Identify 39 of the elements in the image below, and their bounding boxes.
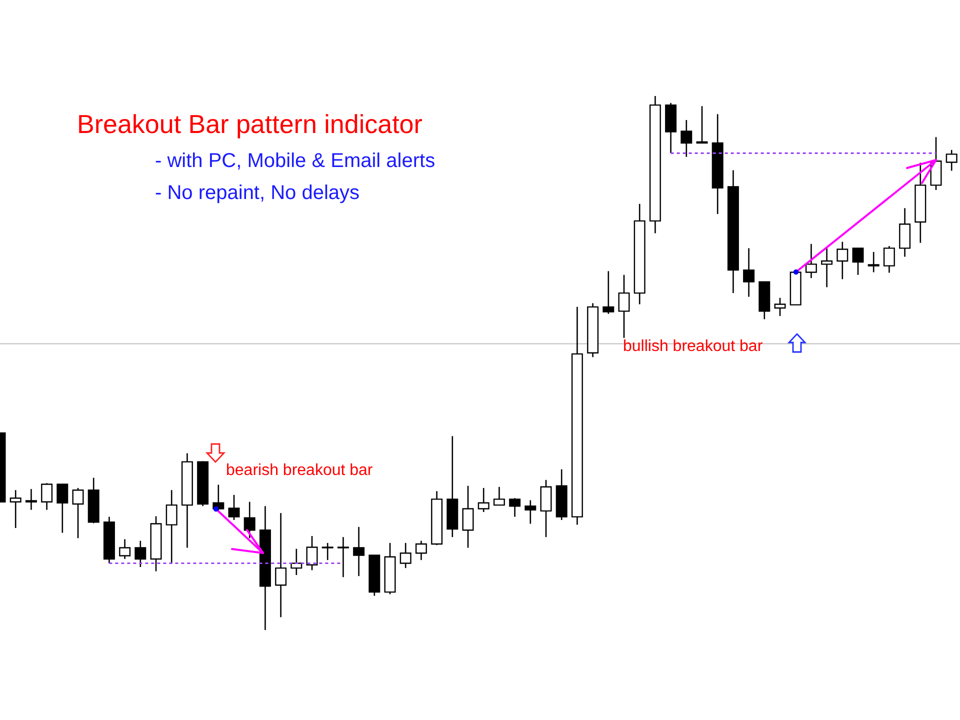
- candlestick: [353, 526, 365, 577]
- candlestick: [946, 149, 958, 172]
- candlestick: [462, 485, 474, 548]
- candlestick: [25, 488, 37, 510]
- candlestick: [275, 512, 287, 618]
- candlestick: [774, 297, 786, 317]
- candlestick: [883, 245, 895, 274]
- candlestick: [10, 489, 22, 529]
- candlestick: [852, 248, 864, 276]
- annotation: bullish breakout bar: [623, 338, 763, 356]
- candlestick: [509, 497, 521, 518]
- text: - with PC, Mobile & Email alerts - No repaint, No delays: [155, 149, 436, 206]
- candlestick: [166, 489, 178, 564]
- candlestick: [868, 251, 880, 273]
- candlestick: [134, 540, 146, 568]
- candlestick: [244, 501, 256, 539]
- annotation: bearish breakout bar: [226, 462, 373, 480]
- candlestick: [524, 500, 536, 524]
- candlestick: [228, 494, 240, 521]
- candlestick: [415, 540, 427, 561]
- candlestick: [119, 538, 131, 560]
- text: Breakout Bar pattern indicator: [77, 109, 422, 139]
- candlestick: [322, 542, 334, 561]
- candlestick: [400, 542, 412, 569]
- candlestick: [56, 484, 68, 534]
- candlestick: [743, 248, 755, 298]
- candlestick: [618, 274, 630, 339]
- candlestick: [680, 119, 692, 158]
- candlestick: [306, 535, 318, 571]
- candlestick: [72, 487, 84, 539]
- candlestick: [41, 482, 53, 510]
- candlestick: [805, 243, 817, 279]
- candlestick: [821, 248, 833, 288]
- candlestick: [478, 487, 490, 513]
- candlestick: [493, 486, 505, 506]
- candlestick: [290, 548, 302, 576]
- candlestick: [602, 270, 614, 315]
- candlestick: [337, 536, 349, 578]
- candlestick: [836, 241, 848, 280]
